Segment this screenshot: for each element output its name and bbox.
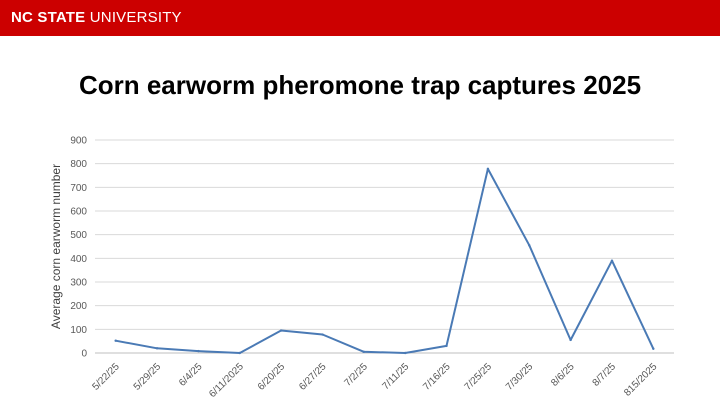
data-point <box>610 259 614 262</box>
x-tick-label: 7/2/25 <box>342 361 370 389</box>
data-point <box>403 351 407 355</box>
y-tick-label: 300 <box>70 278 87 289</box>
y-axis-title: Average corn earworm number <box>49 164 63 329</box>
x-tick-label: 7/30/25 <box>504 361 536 393</box>
data-point <box>321 333 324 336</box>
university-logo[interactable]: NC STATE UNIVERSITY <box>11 9 182 26</box>
x-tick-label: 6/4/25 <box>177 361 205 389</box>
x-tick-label: 5/22/25 <box>90 361 122 393</box>
data-point <box>362 350 366 354</box>
data-point <box>114 339 117 342</box>
brand-name-strong: NC STATE <box>11 9 86 26</box>
data-point <box>197 349 200 353</box>
data-point <box>652 347 655 350</box>
y-tick-label: 100 <box>70 325 87 336</box>
x-tick-label: 8/7/25 <box>591 361 619 389</box>
y-tick-label: 500 <box>70 230 87 241</box>
brand-name-light: UNIVERSITY <box>89 9 182 26</box>
x-tick-label: 7/11/25 <box>380 361 411 392</box>
y-tick-label: 800 <box>70 159 87 170</box>
data-point <box>486 167 490 171</box>
y-tick-label: 200 <box>70 301 87 312</box>
data-point <box>155 347 159 350</box>
y-tick-label: 0 <box>81 349 87 360</box>
x-tick-label: 7/25/25 <box>463 361 495 393</box>
x-tick-label: 6/11/2025 <box>207 361 246 400</box>
data-point <box>238 351 241 355</box>
y-tick-label: 400 <box>70 254 87 265</box>
brand-bar: NC STATE UNIVERSITY <box>0 0 720 36</box>
x-tick-label: 7/16/25 <box>421 361 453 393</box>
data-point <box>445 344 448 348</box>
x-tick-label: 6/27/25 <box>297 361 329 393</box>
data-point <box>569 338 572 342</box>
y-tick-label: 600 <box>70 207 87 218</box>
x-tick-label: 8/6/25 <box>549 361 577 389</box>
y-tick-label: 900 <box>70 136 87 147</box>
x-tick-label: 5/29/25 <box>132 361 164 393</box>
series-line <box>114 167 655 354</box>
data-point <box>528 244 531 247</box>
x-tick-label: 815/2025 <box>622 361 660 399</box>
x-tick-label: 6/20/25 <box>256 361 288 393</box>
slide-title: Corn earworm pheromone trap captures 202… <box>78 70 642 100</box>
data-point <box>279 329 283 332</box>
y-tick-label: 700 <box>70 183 87 194</box>
